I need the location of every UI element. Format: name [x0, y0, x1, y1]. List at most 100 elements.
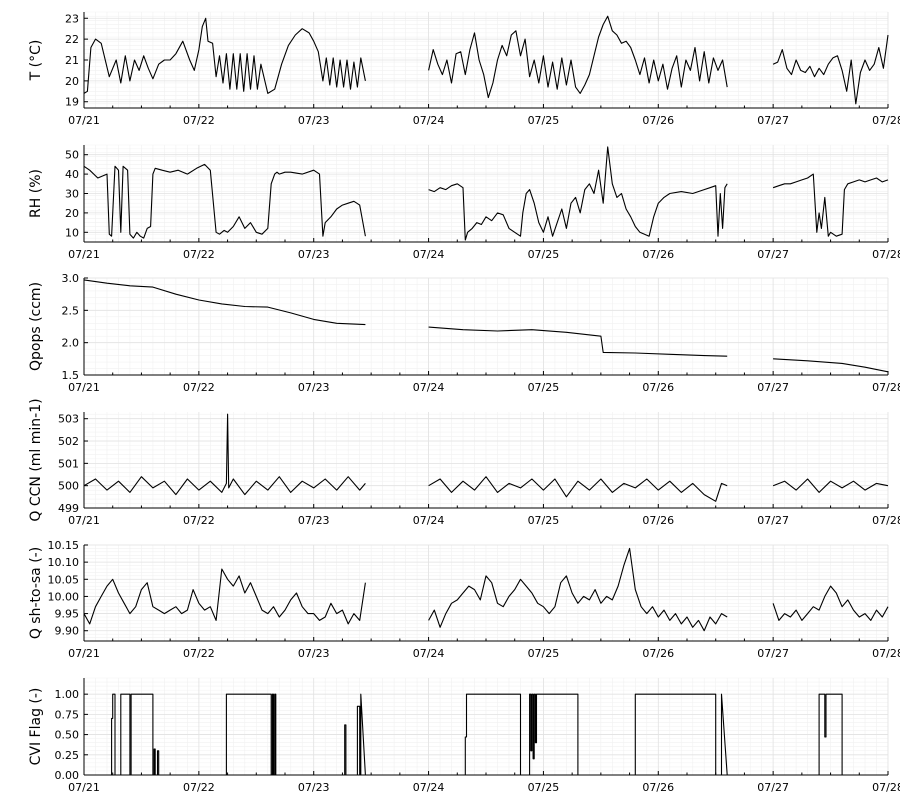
x-tick-label: 07/22: [183, 647, 215, 660]
y-tick-label: 30: [65, 188, 79, 201]
y-tick-label: 0.50: [55, 729, 80, 742]
y-tick-label: 10.10: [48, 556, 80, 569]
series-line: [83, 279, 366, 326]
panel-1: 19 20 21 22 23 07/21 07/22 07/23 07/24 07/25 07/26…: [28, 11, 900, 127]
x-tick-label: 07/28: [872, 781, 900, 794]
y-tick-label: 19: [65, 96, 79, 109]
x-tick-label: 07/27: [757, 514, 789, 527]
panel-6: 0.00 0.25 0.50 0.75 1.00 07/21 07/22 07/23 07/24…: [28, 677, 900, 794]
y-axis-label: CVI Flag (-): [28, 688, 44, 766]
x-tick-label: 07/25: [528, 114, 560, 127]
y-tick-label: 2.5: [62, 304, 80, 317]
series-line: [773, 358, 889, 373]
x-tick-label: 07/21: [68, 781, 100, 794]
series-line: [772, 478, 889, 493]
y-tick-label: 1.5: [62, 369, 80, 382]
y-tick-label: 21: [65, 54, 79, 67]
series-line: [84, 693, 366, 776]
x-tick-label: 07/21: [68, 248, 100, 261]
x-tick-label: 07/25: [528, 514, 560, 527]
x-tick-label: 07/28: [872, 514, 900, 527]
y-axis-label: Q sh-to-sa (-): [28, 547, 44, 639]
x-tick-label: 07/27: [757, 781, 789, 794]
y-tick-label: 9.95: [55, 608, 80, 621]
x-tick-label: 07/25: [528, 781, 560, 794]
y-tick-label: 10.05: [48, 573, 80, 586]
series-line: [428, 326, 728, 357]
y-tick-label: 9.90: [55, 625, 80, 638]
y-tick-label: 1.00: [55, 688, 80, 701]
x-tick-label: 07/21: [68, 114, 100, 127]
x-tick-label: 07/26: [642, 781, 674, 794]
y-tick-label: 0.00: [55, 769, 80, 782]
x-tick-label: 07/28: [872, 114, 900, 127]
panel-3: 1.5 2.0 2.5 3.0 07/21 07/22 07/23 07/24 07/25 07/…: [28, 272, 900, 394]
y-tick-label: 502: [58, 435, 79, 448]
x-tick-label: 07/28: [872, 248, 900, 261]
x-tick-label: 07/26: [642, 647, 674, 660]
y-axis-label: Qpops (ccm): [28, 282, 44, 371]
panel-4: 499 500 501 502 503 07/21 07/22 07/23 07/24 07/25…: [28, 398, 900, 527]
y-tick-label: 3.0: [62, 272, 80, 285]
panel-2: 10 20 30 40 50 07/21 07/22 07/23 07/24 07/25 07/26…: [28, 144, 900, 261]
series-line: [428, 15, 728, 99]
series-line: [428, 547, 728, 632]
x-tick-label: 07/22: [183, 114, 215, 127]
y-tick-label: 0.25: [55, 749, 80, 762]
y-tick-label: 0.75: [55, 708, 80, 721]
series-line: [428, 693, 728, 776]
x-tick-label: 07/22: [183, 781, 215, 794]
series-line: [428, 146, 728, 241]
y-tick-label: 10.15: [48, 539, 80, 552]
series-line: [83, 17, 366, 94]
x-tick-label: 07/23: [298, 381, 330, 394]
x-tick-label: 07/22: [183, 514, 215, 527]
x-tick-label: 07/26: [642, 514, 674, 527]
x-tick-label: 07/26: [642, 381, 674, 394]
y-tick-label: 20: [65, 75, 79, 88]
x-tick-label: 07/22: [183, 381, 215, 394]
y-axis-label: T (°C): [28, 40, 44, 82]
x-tick-label: 07/23: [298, 647, 330, 660]
series-line: [772, 34, 889, 105]
y-tick-label: 503: [58, 413, 79, 426]
x-tick-label: 07/28: [872, 381, 900, 394]
x-tick-label: 07/27: [757, 114, 789, 127]
x-tick-label: 07/21: [68, 514, 100, 527]
x-tick-label: 07/24: [413, 647, 445, 660]
x-tick-label: 07/25: [528, 248, 560, 261]
series-line: [772, 173, 889, 237]
series-line: [83, 163, 366, 239]
x-tick-label: 07/26: [642, 114, 674, 127]
y-axis-label: RH (%): [28, 169, 44, 218]
x-tick-label: 07/21: [68, 381, 100, 394]
y-tick-label: 2.0: [62, 337, 80, 350]
x-tick-label: 07/24: [413, 248, 445, 261]
x-tick-label: 07/23: [298, 114, 330, 127]
y-axis-label: Q CCN (ml min-1): [28, 398, 44, 521]
x-tick-label: 07/27: [757, 381, 789, 394]
series-line: [772, 585, 889, 621]
y-tick-label: 50: [65, 149, 79, 162]
x-tick-label: 07/24: [413, 514, 445, 527]
x-tick-label: 07/23: [298, 248, 330, 261]
series-line: [428, 476, 728, 502]
y-tick-label: 40: [65, 168, 79, 181]
y-tick-label: 501: [58, 457, 79, 470]
x-tick-label: 07/23: [298, 781, 330, 794]
x-tick-label: 07/22: [183, 248, 215, 261]
series-line: [83, 413, 366, 496]
series-line: [83, 568, 366, 625]
x-tick-label: 07/27: [757, 647, 789, 660]
y-tick-label: 23: [65, 12, 79, 25]
x-tick-label: 07/24: [413, 114, 445, 127]
x-tick-label: 07/24: [413, 381, 445, 394]
y-tick-label: 20: [65, 207, 79, 220]
x-tick-label: 07/25: [528, 381, 560, 394]
y-tick-label: 10: [65, 226, 79, 239]
x-tick-label: 07/28: [872, 647, 900, 660]
x-tick-label: 07/21: [68, 647, 100, 660]
y-tick-label: 22: [65, 33, 79, 46]
y-tick-label: 10.00: [48, 590, 80, 603]
